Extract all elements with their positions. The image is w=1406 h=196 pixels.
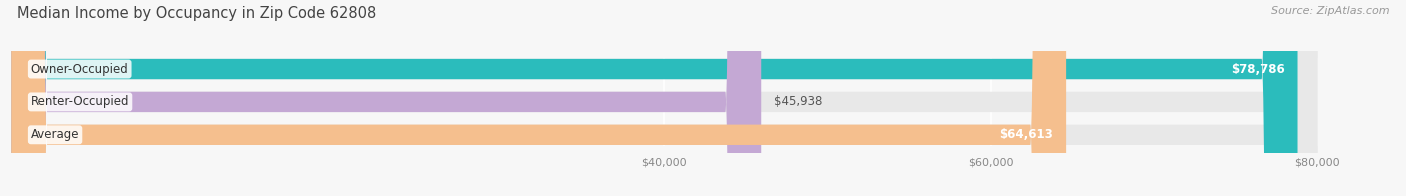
Text: Average: Average xyxy=(31,128,79,141)
Text: Source: ZipAtlas.com: Source: ZipAtlas.com xyxy=(1271,6,1389,16)
Text: Median Income by Occupancy in Zip Code 62808: Median Income by Occupancy in Zip Code 6… xyxy=(17,6,377,21)
Text: $64,613: $64,613 xyxy=(1000,128,1053,141)
FancyBboxPatch shape xyxy=(11,0,1298,196)
FancyBboxPatch shape xyxy=(11,0,1066,196)
Text: $45,938: $45,938 xyxy=(775,95,823,108)
FancyBboxPatch shape xyxy=(11,0,761,196)
Text: Renter-Occupied: Renter-Occupied xyxy=(31,95,129,108)
Text: $78,786: $78,786 xyxy=(1230,63,1285,75)
FancyBboxPatch shape xyxy=(11,0,1317,196)
Text: Owner-Occupied: Owner-Occupied xyxy=(31,63,128,75)
FancyBboxPatch shape xyxy=(11,0,1317,196)
FancyBboxPatch shape xyxy=(11,0,1317,196)
